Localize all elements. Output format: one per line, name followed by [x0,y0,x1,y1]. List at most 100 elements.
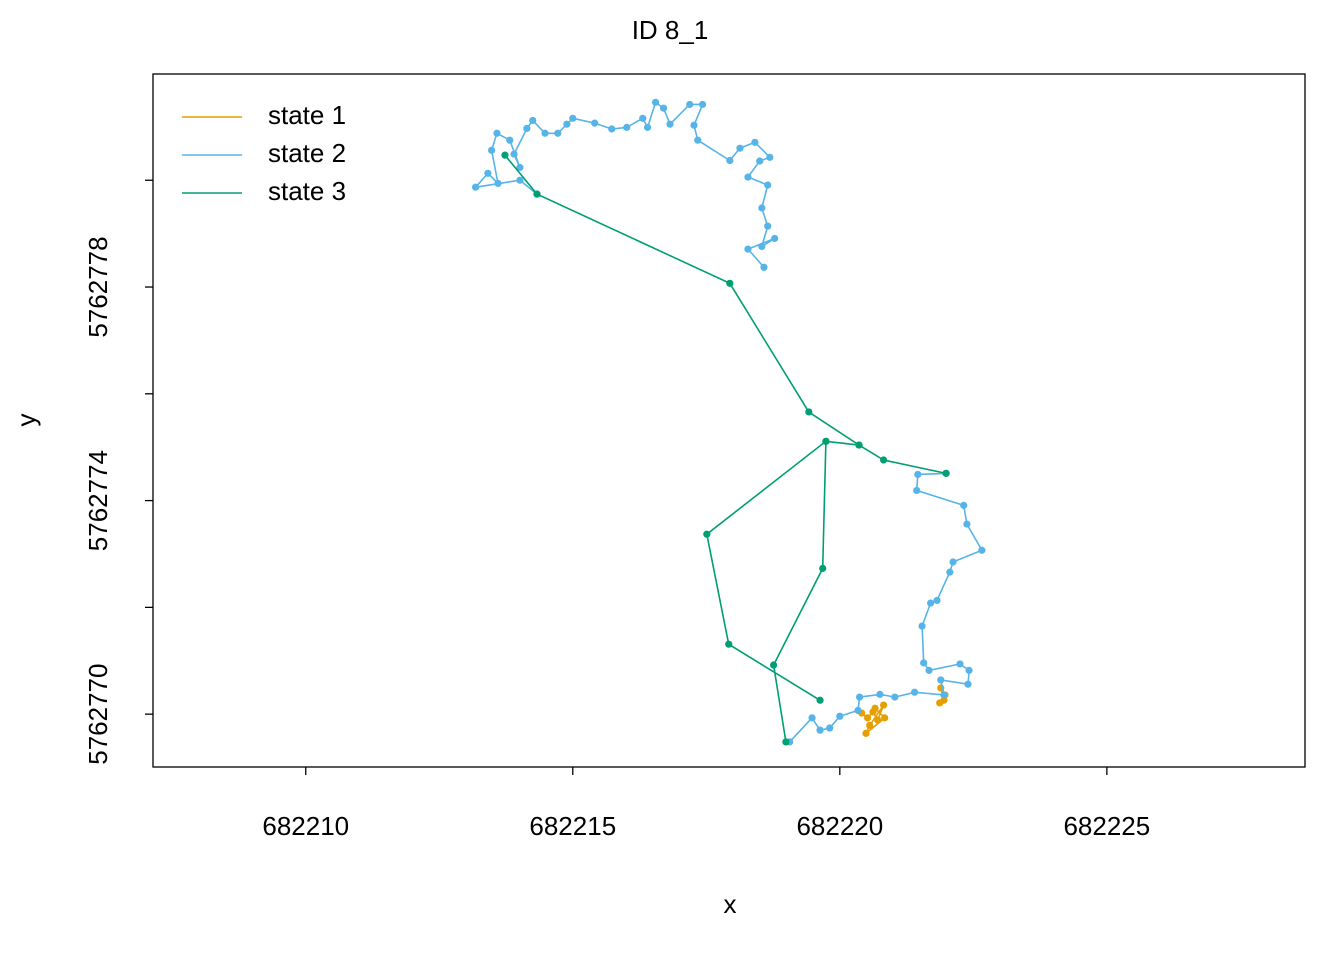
y-tick-label: 5762770 [83,664,113,765]
track-point [651,98,660,106]
track-point [866,721,874,729]
y-axis-label: y [11,414,41,427]
track-point [805,408,813,416]
y-tick-label: 5762774 [83,450,113,551]
x-tick-label: 682225 [1063,811,1150,841]
track-point [769,661,778,669]
plot-frame [152,73,1306,768]
track-point [639,114,647,122]
track-point [965,666,973,674]
track-point [918,622,926,630]
track-point [913,486,921,495]
track-point [978,546,986,554]
track-point [501,151,509,159]
track-point [933,596,941,605]
track-point [782,738,790,746]
track-point [751,138,759,146]
track-point [756,157,764,165]
track-point [956,660,964,668]
track-point [698,100,707,109]
track-point [506,136,514,144]
track-point [942,469,950,477]
track-point [758,204,766,212]
track-point [963,520,971,528]
track-point [863,714,872,722]
track-point [488,146,496,154]
track-point [891,693,899,701]
track-point [764,181,772,189]
track-point [666,120,674,128]
chart-title: ID 8_1 [632,15,709,45]
track-point [771,234,779,243]
track-point [703,530,711,538]
track-point [659,104,668,112]
track-point [880,456,888,464]
track-point [946,568,954,576]
track-point [836,712,844,720]
track-point [855,441,863,449]
track-point [760,263,768,271]
track-point [871,704,879,712]
track-point [764,222,772,230]
track-point [826,724,834,732]
track-point [690,121,698,129]
track-point [744,245,752,253]
track-point [920,659,928,667]
track-point [910,688,919,696]
track-point [591,119,599,127]
track-point [914,470,922,479]
track-point [725,640,733,648]
track-point [940,691,948,699]
x-tick-label: 682220 [796,811,883,841]
legend-label: state 2 [268,138,346,168]
x-tick-label: 682210 [262,811,349,841]
track-point [808,714,816,722]
track-point [516,176,524,184]
track-point [964,680,972,688]
track-point [766,153,774,161]
y-tick-label: 5762778 [83,236,113,337]
track-point [569,114,577,122]
legend-label: state 3 [268,176,346,206]
track-point [694,136,702,144]
track-point [563,120,571,128]
track-point [541,129,549,137]
track-point [736,144,744,152]
track-point [854,706,862,715]
track-point [819,564,827,572]
track-point [881,714,889,722]
x-axis-label: x [724,889,737,919]
track-point [744,173,752,181]
track-point [855,693,864,701]
track-point [960,501,968,509]
track-point [927,599,935,607]
track-point [862,729,870,737]
track-point [529,116,537,125]
track-point [876,690,884,698]
track-point [937,676,945,684]
track-point [758,242,766,251]
track-point [816,696,824,704]
track-point [726,156,734,165]
track-point [493,129,501,137]
track-point [533,190,541,198]
track-point [471,183,480,191]
x-tick-label: 682215 [529,811,616,841]
track-point [686,100,694,109]
track-point [510,150,518,158]
track-point [554,129,562,137]
track-point [523,124,531,133]
track-point [816,726,824,734]
track-point [516,163,524,172]
track-point [494,179,502,188]
track-point [608,125,616,133]
track-point [925,666,933,674]
track-point [874,716,882,724]
track-point [949,558,957,566]
track-point [643,123,652,131]
track-point [880,701,888,709]
track-point [623,123,631,131]
track-point [936,699,944,707]
